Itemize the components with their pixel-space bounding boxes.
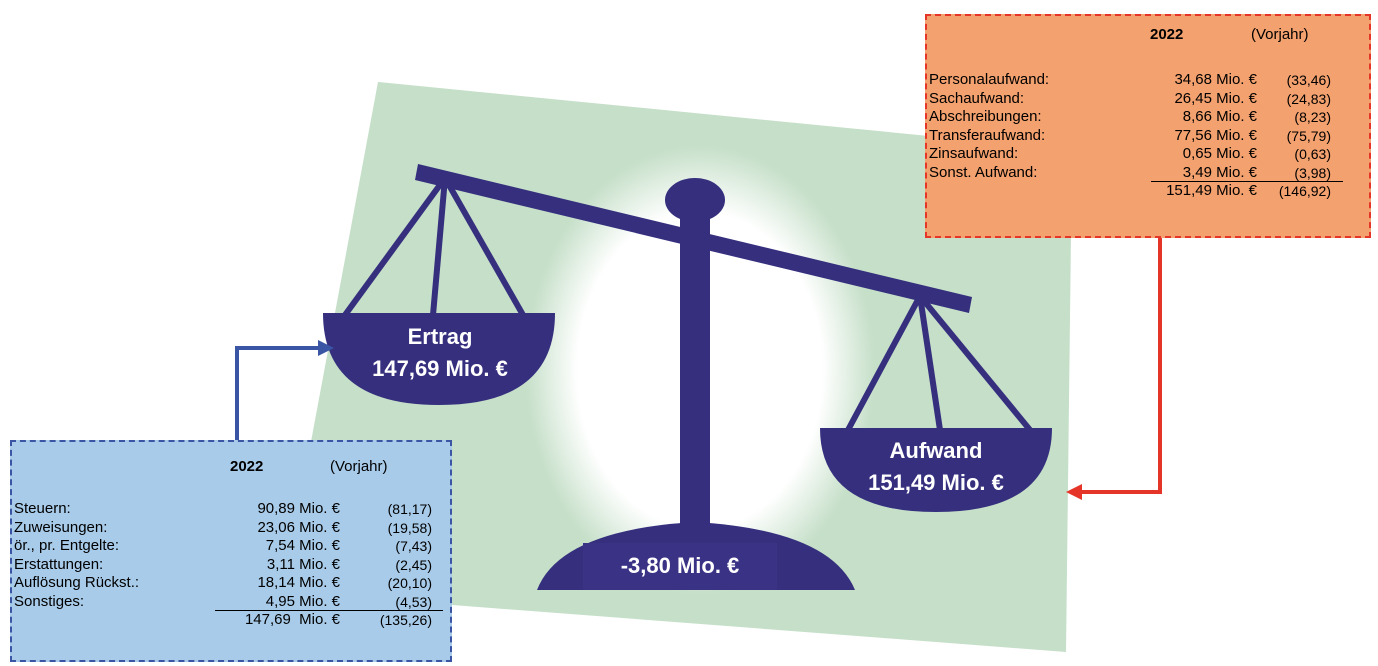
row-value: 0,65 Mio. € <box>1183 145 1257 163</box>
total-prior: (146,92) <box>1279 182 1331 200</box>
row-prior: (24,83) <box>1287 90 1331 108</box>
row-label: Transferaufwand: <box>929 127 1045 145</box>
row-label: Sonstiges: <box>14 593 84 611</box>
row-value: 7,54 Mio. € <box>266 537 340 555</box>
header-year: 2022 <box>1150 26 1183 44</box>
row-label: Erstattungen: <box>14 556 103 574</box>
balance-value: -3,80 Mio. € <box>621 553 740 578</box>
income-value: 147,69 Mio. € <box>372 356 508 381</box>
income-title: Ertrag <box>408 324 473 349</box>
total-value: 151,49 Mio. € <box>1166 182 1257 200</box>
expense-arrowhead <box>1066 484 1082 500</box>
row-prior: (3,98) <box>1294 164 1331 182</box>
row-label: Sonst. Aufwand: <box>929 164 1037 182</box>
row-label: Abschreibungen: <box>929 108 1042 126</box>
row-label: Personalaufwand: <box>929 71 1049 89</box>
row-label: Steuern: <box>14 500 71 518</box>
row-prior: (7,43) <box>395 537 432 555</box>
row-label: Zuweisungen: <box>14 519 107 537</box>
income-box: 2022 (Vorjahr) Steuern: 90,89 Mio. € (81,17)… <box>10 440 452 662</box>
pillar <box>680 200 710 570</box>
row-value: 34,68 Mio. € <box>1174 71 1257 89</box>
header-prior: (Vorjahr) <box>1251 26 1309 44</box>
knob <box>665 178 725 222</box>
row-prior: (33,46) <box>1287 71 1331 89</box>
row-value: 26,45 Mio. € <box>1174 90 1257 108</box>
header-year: 2022 <box>230 458 263 476</box>
expense-box: 2022 (Vorjahr) Personalaufwand: 34,68 Mio. … <box>925 14 1371 238</box>
page: Ertrag 147,69 Mio. € Aufwand 151,49 Mio.… <box>0 0 1378 666</box>
total-prior: (135,26) <box>380 611 432 629</box>
row-label: Zinsaufwand: <box>929 145 1018 163</box>
row-value: 3,49 Mio. € <box>1183 164 1257 182</box>
total-value: 147,69 Mio. € <box>245 611 340 629</box>
row-label: Auflösung Rückst.: <box>14 574 139 592</box>
expense-title: Aufwand <box>890 438 983 463</box>
row-prior: (4,53) <box>395 593 432 611</box>
row-prior: (20,10) <box>388 574 432 592</box>
row-value: 90,89 Mio. € <box>257 500 340 518</box>
row-value: 23,06 Mio. € <box>257 519 340 537</box>
row-value: 4,95 Mio. € <box>266 593 340 611</box>
row-prior: (81,17) <box>388 500 432 518</box>
row-value: 3,11 Mio. € <box>267 556 340 574</box>
row-value: 8,66 Mio. € <box>1183 108 1257 126</box>
row-prior: (19,58) <box>388 519 432 537</box>
header-prior: (Vorjahr) <box>330 458 388 476</box>
row-value: 18,14 Mio. € <box>257 574 340 592</box>
row-prior: (2,45) <box>395 556 432 574</box>
row-label: Sachaufwand: <box>929 90 1024 108</box>
row-value: 77,56 Mio. € <box>1174 127 1257 145</box>
expense-arrow <box>1080 238 1160 492</box>
row-label: ör., pr. Entgelte: <box>14 537 119 555</box>
income-arrow <box>237 348 320 440</box>
row-prior: (75,79) <box>1287 127 1331 145</box>
row-prior: (0,63) <box>1294 145 1331 163</box>
row-prior: (8,23) <box>1294 108 1331 126</box>
expense-value: 151,49 Mio. € <box>868 470 1004 495</box>
